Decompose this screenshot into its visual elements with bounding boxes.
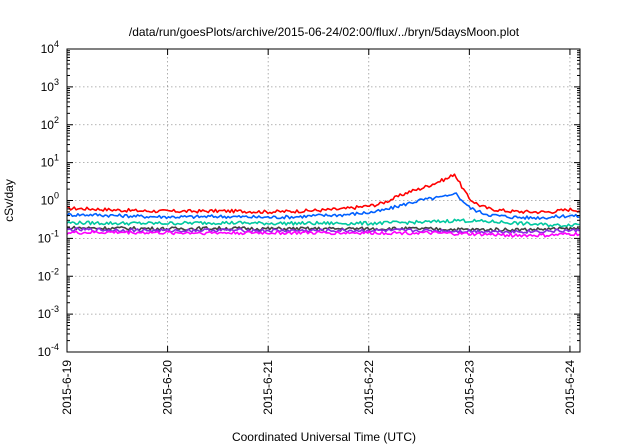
x-axis-label: Coordinated Universal Time (UTC) xyxy=(232,430,416,444)
x-tick-label: 2015-6-22 xyxy=(362,360,376,415)
x-tick-label: 2015-6-21 xyxy=(261,360,275,415)
series-layer xyxy=(66,173,580,238)
y-axis-label: cSv/day xyxy=(2,179,16,222)
y-tick-label: 101 xyxy=(41,153,59,170)
series-line xyxy=(67,173,580,215)
y-tick-label: 103 xyxy=(41,77,59,94)
x-tick-label: 2015-6-24 xyxy=(563,360,577,415)
series-line xyxy=(66,230,580,238)
y-tick-label: 10-1 xyxy=(38,228,59,245)
y-tick-label: 10-4 xyxy=(38,342,59,359)
ticks xyxy=(66,48,580,353)
y-tick-label: 104 xyxy=(41,39,59,56)
y-tick-label: 10-3 xyxy=(38,304,59,321)
y-tick-label: 102 xyxy=(41,115,59,132)
grid xyxy=(66,49,580,352)
tick-labels: 10-4 10-3 10-2 10-1 100 101 102 103 104 2015-6-19… xyxy=(38,39,577,415)
y-tick-label: 100 xyxy=(41,191,59,208)
chart-title: /data/run/goesPlots/archive/2015-06-24/0… xyxy=(129,25,520,39)
x-tick-label: 2015-6-19 xyxy=(60,360,74,415)
x-tick-label: 2015-6-20 xyxy=(161,360,175,415)
series-line xyxy=(66,218,580,228)
series-line xyxy=(66,192,580,220)
series-line xyxy=(66,227,580,235)
y-tick-label: 10-2 xyxy=(38,266,59,283)
x-tick-label: 2015-6-23 xyxy=(462,360,476,415)
